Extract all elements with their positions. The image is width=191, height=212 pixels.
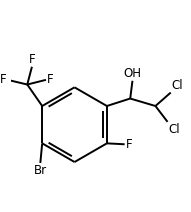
Text: Cl: Cl	[169, 123, 180, 136]
Text: F: F	[126, 138, 132, 151]
Text: F: F	[29, 53, 35, 66]
Text: F: F	[0, 73, 6, 86]
Text: F: F	[47, 73, 54, 86]
Text: OH: OH	[123, 67, 142, 80]
Text: Br: Br	[34, 164, 47, 177]
Text: Cl: Cl	[172, 79, 184, 92]
